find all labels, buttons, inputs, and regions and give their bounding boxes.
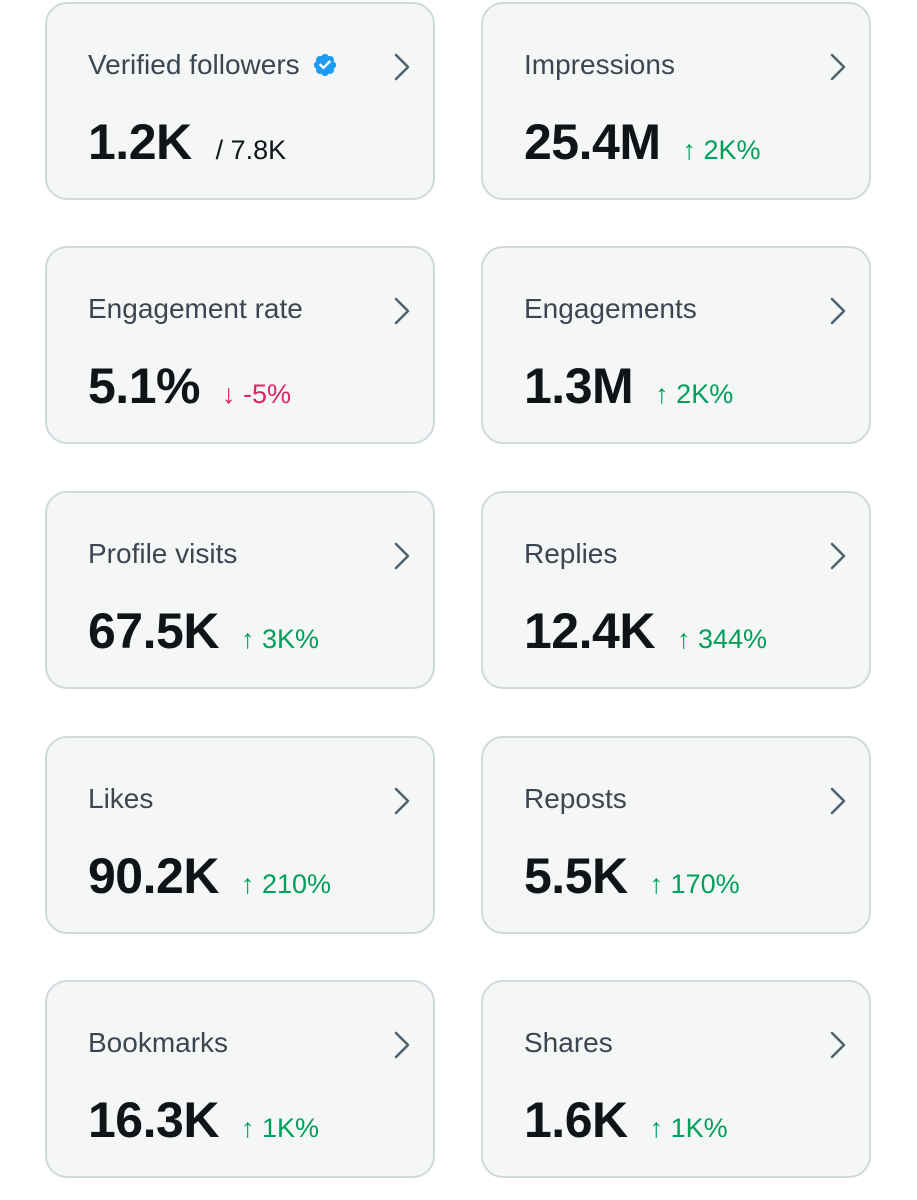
metric-delta: ↑ 3K% (240, 624, 319, 654)
metric-value: 90.2K (88, 848, 219, 904)
chevron-right-icon[interactable] (829, 52, 847, 82)
chevron-right-icon[interactable] (829, 296, 847, 326)
chevron-right-icon[interactable] (393, 52, 411, 82)
card-title: Profile visits (88, 538, 238, 569)
value-row: 1.6K ↑ 1K% (524, 1092, 728, 1148)
metric-value: 1.6K (524, 1092, 628, 1148)
chevron-right-icon[interactable] (829, 1030, 847, 1060)
value-row: 16.3K ↑ 1K% (88, 1092, 319, 1148)
card-title: Replies (524, 538, 618, 569)
metric-value: 1.3M (524, 358, 634, 414)
chevron-right-icon[interactable] (829, 541, 847, 571)
chevron-right-icon[interactable] (393, 1030, 411, 1060)
metric-card-replies[interactable]: Replies 12.4K ↑ 344% (481, 491, 871, 689)
metric-value: 12.4K (524, 603, 655, 659)
metric-delta: ↓ -5% (221, 379, 291, 409)
metric-card-shares[interactable]: Shares 1.6K ↑ 1K% (481, 980, 871, 1178)
card-title: Impressions (524, 49, 675, 80)
card-title: Verified followers (88, 48, 338, 82)
value-row: 5.1% ↓ -5% (88, 358, 291, 414)
metric-card-engagement-rate[interactable]: Engagement rate 5.1% ↓ -5% (45, 246, 435, 444)
metric-delta: ↑ 2K% (682, 135, 761, 165)
chevron-right-icon[interactable] (393, 296, 411, 326)
value-row: 67.5K ↑ 3K% (88, 603, 319, 659)
metric-card-bookmarks[interactable]: Bookmarks 16.3K ↑ 1K% (45, 980, 435, 1178)
chevron-right-icon[interactable] (393, 541, 411, 571)
metric-card-profile-visits[interactable]: Profile visits 67.5K ↑ 3K% (45, 491, 435, 689)
metric-delta: ↑ 1K% (649, 1113, 728, 1143)
verified-badge-icon (313, 53, 336, 77)
value-row: 1.2K / 7.8K (88, 114, 286, 170)
metric-value: 16.3K (88, 1092, 219, 1148)
metric-value: 25.4M (524, 114, 661, 170)
metric-delta: ↑ 344% (676, 624, 767, 654)
value-row: 12.4K ↑ 344% (524, 603, 767, 659)
metric-delta: ↑ 2K% (655, 379, 734, 409)
metric-card-engagements[interactable]: Engagements 1.3M ↑ 2K% (481, 246, 871, 444)
metric-delta: ↑ 210% (240, 869, 331, 899)
metric-card-reposts[interactable]: Reposts 5.5K ↑ 170% (481, 736, 871, 934)
card-title: Shares (524, 1027, 613, 1058)
metric-delta: ↑ 170% (649, 869, 740, 899)
metric-value: 5.5K (524, 848, 628, 904)
metric-value: 5.1% (88, 358, 200, 414)
card-title: Engagement rate (88, 293, 303, 324)
card-title: Likes (88, 783, 154, 814)
value-row: 90.2K ↑ 210% (88, 848, 331, 904)
metric-delta: ↑ 1K% (240, 1113, 319, 1143)
metric-total: / 7.8K (215, 135, 287, 165)
metric-card-likes[interactable]: Likes 90.2K ↑ 210% (45, 736, 435, 934)
card-title: Reposts (524, 783, 627, 814)
value-row: 25.4M ↑ 2K% (524, 114, 761, 170)
card-title: Bookmarks (88, 1027, 229, 1058)
metric-card-verified-followers[interactable]: Verified followers 1.2K / 7.8K (45, 2, 435, 200)
metric-card-impressions[interactable]: Impressions 25.4M ↑ 2K% (481, 2, 871, 200)
chevron-right-icon[interactable] (393, 786, 411, 816)
value-row: 1.3M ↑ 2K% (524, 358, 733, 414)
card-title: Engagements (524, 293, 697, 324)
value-row: 5.5K ↑ 170% (524, 848, 740, 904)
metric-value: 1.2K (88, 114, 192, 170)
chevron-right-icon[interactable] (829, 786, 847, 816)
metric-value: 67.5K (88, 603, 219, 659)
